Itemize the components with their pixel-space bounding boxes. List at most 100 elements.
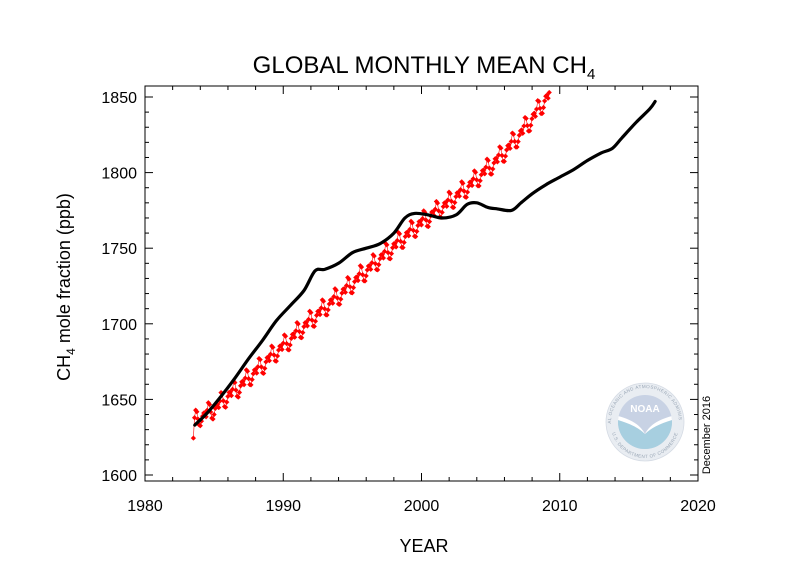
monthly-mean-point: [514, 144, 520, 150]
monthly-mean-point: [279, 346, 285, 353]
monthly-mean-point: [376, 261, 382, 268]
monthly-mean-point: [387, 256, 393, 262]
y-tick-label: 1850: [101, 90, 137, 107]
monthly-mean-point: [456, 193, 463, 199]
monthly-mean-point: [267, 351, 274, 357]
monthly-mean-point: [248, 382, 254, 388]
monthly-mean-point: [469, 182, 475, 189]
monthly-mean-point: [222, 404, 229, 410]
monthly-mean-point: [245, 376, 252, 382]
monthly-mean-point: [463, 194, 470, 200]
monthly-mean-point: [241, 382, 247, 388]
monthly-mean-point: [304, 323, 311, 329]
monthly-mean-point: [499, 152, 505, 159]
monthly-mean-point: [260, 370, 267, 377]
monthly-mean-point: [280, 340, 286, 346]
monthly-mean-point: [452, 199, 458, 206]
axis-ticks: 1980 1990 2000 2010 2020 1600 1650 1700 1750 1800…: [101, 86, 716, 515]
monthly-mean-point: [305, 316, 312, 323]
monthly-mean-point: [346, 276, 352, 282]
monthly-mean-point: [510, 131, 517, 137]
monthly-mean-point: [197, 423, 203, 429]
monthly-mean-point: [254, 370, 260, 376]
monthly-mean-point: [520, 130, 526, 136]
monthly-mean-point: [235, 394, 241, 400]
monthly-mean-point: [472, 169, 479, 175]
monthly-mean-point: [536, 98, 542, 105]
monthly-mean-point: [380, 255, 387, 261]
monthly-mean-point: [229, 386, 236, 392]
monthly-mean-point: [400, 244, 406, 251]
monthly-mean-point: [444, 203, 450, 210]
monthly-mean-point: [249, 376, 255, 383]
logo-lower-field: [618, 420, 672, 449]
monthly-mean-point: [295, 321, 301, 327]
monthly-mean-point: [374, 267, 381, 273]
chart-title: GLOBAL MONTHLY MEAN CH4: [253, 52, 596, 83]
monthly-mean-point: [397, 238, 404, 245]
monthly-mean-point: [401, 239, 407, 246]
monthly-mean-point: [477, 178, 483, 184]
monthly-mean-point: [447, 190, 453, 197]
logo-wordmark: NOAA: [630, 404, 659, 415]
y-tick-label: 1650: [101, 392, 137, 409]
monthly-mean-point: [257, 356, 263, 363]
monthly-mean-point: [450, 204, 457, 211]
monthly-mean-point: [349, 290, 355, 296]
monthly-mean-point: [381, 248, 388, 255]
monthly-mean-point: [388, 250, 395, 257]
monthly-mean-point: [292, 334, 298, 340]
monthly-mean-point: [485, 157, 491, 164]
x-axis-title: YEAR: [399, 536, 448, 556]
plot-frame: [144, 85, 699, 482]
monthly-mean-point: [488, 171, 495, 177]
x-tick-label: 2020: [680, 498, 716, 515]
monthly-mean-point: [355, 277, 361, 284]
monthly-mean-point: [270, 344, 276, 351]
monthly-mean-point: [434, 200, 441, 206]
monthly-mean-point: [425, 223, 432, 230]
monthly-mean-point: [528, 122, 534, 128]
monthly-mean-point: [426, 218, 433, 225]
trend-series: [193, 99, 657, 427]
monthly-mean-point: [216, 404, 222, 411]
trend-line: [193, 99, 657, 427]
monthly-mean-point: [311, 323, 317, 330]
noaa-logo: NATIONAL OCEANIC AND ATMOSPHERIC ADMINIS…: [605, 382, 685, 462]
monthly-mean-point: [482, 171, 488, 177]
monthly-mean-point: [412, 233, 419, 240]
monthly-mean-point: [418, 222, 425, 228]
monthly-mean-point: [320, 298, 327, 304]
monthly-mean-point: [523, 115, 529, 122]
y-tick-label: 1750: [101, 241, 137, 258]
monthly-mean-point: [384, 242, 390, 248]
monthly-mean-point: [529, 116, 535, 122]
monthly-mean-point: [356, 271, 362, 277]
monthly-mean-point: [414, 228, 420, 235]
monthly-mean-point: [211, 411, 217, 418]
monthly-mean-point: [546, 89, 552, 96]
monthly-mean-point: [317, 311, 323, 318]
monthly-mean-point: [393, 244, 399, 250]
monthly-mean-point: [244, 368, 251, 374]
monthly-mean-point: [309, 317, 315, 323]
monthly-mean-point: [545, 95, 551, 101]
monthly-mean-point: [498, 145, 504, 151]
monthly-mean-point: [464, 189, 471, 195]
monthly-mean-point: [324, 312, 330, 318]
monthly-mean-point: [526, 128, 533, 134]
y-axis-title: CH4 mole fraction (ppb): [54, 193, 78, 381]
x-tick-label: 1990: [265, 498, 301, 515]
monthly-mean-point: [342, 289, 349, 296]
monthly-mean-point: [385, 249, 391, 256]
monthly-mean-point: [362, 278, 368, 284]
monthly-mean-point: [532, 113, 539, 120]
monthly-mean-point: [476, 183, 482, 189]
monthly-mean-point: [516, 132, 522, 138]
monthly-mean-point: [368, 266, 374, 273]
monthly-mean-point: [494, 159, 501, 165]
x-tick-label: 2010: [542, 498, 578, 515]
monthly-mean-point: [210, 416, 216, 422]
monthly-mean-point: [273, 358, 279, 364]
monthly-mean-point: [502, 153, 509, 159]
